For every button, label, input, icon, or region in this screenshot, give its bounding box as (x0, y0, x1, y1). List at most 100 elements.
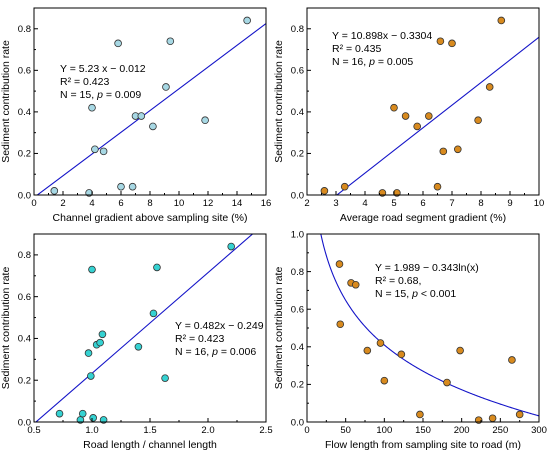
panel-a-y-axis-label: Sediment contribution rate (0, 40, 12, 163)
panel-d-xtick-label-4: 200 (454, 425, 470, 436)
panel-a-xtick-label-6: 12 (203, 198, 214, 209)
panel-a-point-3 (91, 145, 99, 154)
panel-b-point-9 (436, 37, 445, 46)
panel-c-annotation-n: N = 16, (175, 346, 212, 358)
panel-a-ytick-label-2: 0.4 (18, 107, 31, 118)
panel-b-point-7 (424, 112, 433, 120)
panel-c-annotation-p-value: = 0.006 (218, 346, 256, 358)
panel-b-point-6 (413, 122, 422, 131)
panel-c-y-axis-label: Sediment contribution rate (0, 267, 12, 390)
panel-c-ytick-label-4: 0.8 (18, 250, 31, 261)
panel-a-point-0 (50, 187, 59, 195)
panel-b-x-axis-label: Average road segment gradient (%) (340, 212, 506, 224)
panel-d-xtick-label-2: 100 (376, 425, 392, 436)
panel-c-xtick-label-0: 0.5 (27, 425, 40, 436)
panel-b-annotation-r2: R² = 0.435 (332, 43, 381, 55)
panel-a: 0 2 4 6 8 10 12 14 16 0.0 0.2 0.4 0.6 0.8 Channel grad… (0, 7, 271, 224)
panel-b-xtick-label-3: 5 (391, 198, 396, 209)
panel-b-point-1 (340, 182, 349, 191)
panel-b-ytick-label-3: 0.6 (291, 66, 304, 77)
panel-d-point-4 (363, 346, 372, 355)
panel-d-y-axis-label: Sediment contribution rate (273, 267, 285, 390)
panel-c-point-12 (149, 309, 158, 318)
panel-b-xtick-label-1: 3 (333, 198, 338, 209)
panel-d-ytick-label-2: 0.4 (291, 342, 304, 353)
panel-a-xtick-label-0: 0 (31, 198, 36, 209)
panel-b-point-13 (474, 116, 482, 124)
panel-c-point-0 (55, 409, 64, 418)
panel-b-annotation-p-value: = 0.005 (375, 56, 413, 68)
panel-c-xtick-label-4: 2.5 (259, 425, 272, 436)
panel-a-xtick-label-1: 2 (60, 198, 65, 209)
panel-d-ytick-label-1: 0.2 (291, 380, 304, 391)
panel-c-annotation-p-symbol: p (211, 346, 218, 358)
panel-b-point-5 (401, 112, 410, 120)
panel-a-point-2 (88, 103, 96, 112)
panel-c-point-6 (89, 414, 97, 422)
panel-b-point-15 (497, 16, 506, 25)
panel-d-point-6 (380, 376, 389, 385)
panel-d-point-9 (443, 378, 451, 387)
panel-d-point-5 (376, 339, 385, 347)
panel-b-xtick-label-8: 10 (534, 198, 545, 209)
panel-d-point-13 (508, 356, 516, 364)
panel-d-point-1 (336, 320, 345, 329)
panel-a-xtick-label-5: 10 (174, 198, 185, 209)
panel-d-annotation-p-symbol: p (411, 288, 418, 300)
panel-c-ytick-label-3: 0.6 (18, 292, 31, 303)
panel-c-fit-line (35, 234, 254, 422)
panel-a-xtick-label-3: 6 (118, 198, 123, 209)
panel-c-point-13 (153, 263, 161, 272)
panel-c-annotation-equation: Y = 0.482x − 0.249 (175, 320, 264, 332)
panel-d-annotation-r2: R² = 0.68, (375, 275, 421, 287)
panel-d-point-14 (515, 410, 524, 419)
panel-d-ytick-label-3: 0.6 (291, 305, 304, 316)
panel-b-xtick-label-2: 4 (362, 198, 367, 209)
panel-a-x-axis-label: Channel gradient above sampling site (%) (53, 212, 248, 224)
panel-a-point-4 (99, 147, 108, 156)
panel-b-annotation-n-p: N = 16, p = 0.005 (332, 56, 413, 68)
panel-c-point-8 (96, 338, 104, 347)
panel-c-point-15 (227, 242, 236, 251)
panel-a-fit-line (36, 23, 266, 195)
panel-b-point-12 (453, 145, 462, 154)
panel-d-point-0 (335, 260, 344, 268)
panel-b-xtick-label-0: 2 (304, 198, 309, 209)
panel-b-point-0 (320, 187, 329, 195)
panel-a-annotation-p-value: = 0.009 (103, 89, 141, 101)
panel-c-annotation-r2: R² = 0.423 (175, 333, 224, 345)
panel-c-xtick-label-1: 1.0 (85, 425, 98, 436)
panel-d-annotation-n: N = 15, (375, 288, 412, 300)
panel-d-ytick-label-0: 0.0 (291, 417, 304, 428)
panel-a-point-10 (149, 122, 157, 131)
panel-a-ytick-label-3: 0.6 (18, 66, 31, 77)
panel-d-xtick-label-0: 0 (304, 425, 309, 436)
panel-b-y-axis-label: Sediment contribution rate (273, 40, 285, 163)
panel-c-x-axis-label: Road length / channel length (83, 439, 217, 451)
panel-a-annotation-equation: Y = 5.23 x − 0.012 (60, 63, 146, 75)
panel-c-point-5 (88, 265, 96, 274)
panel-b: 2 3 4 5 6 7 8 9 10 0.0 0.2 0.4 0.6 0.8 Average road se… (273, 7, 545, 224)
panel-c-ytick-label-0: 0.0 (18, 417, 31, 428)
panel-d-annotation-equation: Y = 1.989 − 0.343ln(x) (375, 262, 479, 274)
panel-b-annotation-p-symbol: p (368, 56, 375, 68)
panel-b-ytick-label-0: 0.0 (291, 190, 304, 201)
panel-b-point-10 (439, 147, 448, 156)
panel-c-annotation-n-p: N = 16, p = 0.006 (175, 346, 256, 358)
panel-b-point-11 (448, 39, 456, 48)
panel-a-xtick-label-7: 14 (232, 198, 243, 209)
panel-a-point-12 (166, 37, 175, 46)
panel-a-ytick-label-0: 0.0 (18, 190, 31, 201)
panel-a-frame (33, 7, 267, 196)
panel-c-ytick-label-1: 0.2 (18, 376, 31, 387)
panel-c-point-3 (84, 349, 93, 357)
panel-d-xtick-label-5: 250 (492, 425, 508, 436)
panel-b-ytick-label-2: 0.4 (291, 107, 304, 118)
panel-b-annotation-equation: Y = 10.898x − 0.3304 (332, 30, 432, 42)
panel-c-point-9 (98, 330, 107, 339)
panel-d-fit-line (320, 234, 539, 417)
panel-b-ytick-label-1: 0.2 (291, 149, 304, 160)
panel-b-annotation-n: N = 16, (332, 56, 369, 68)
panel-d-annotation-p-value: < 0.001 (418, 288, 456, 300)
